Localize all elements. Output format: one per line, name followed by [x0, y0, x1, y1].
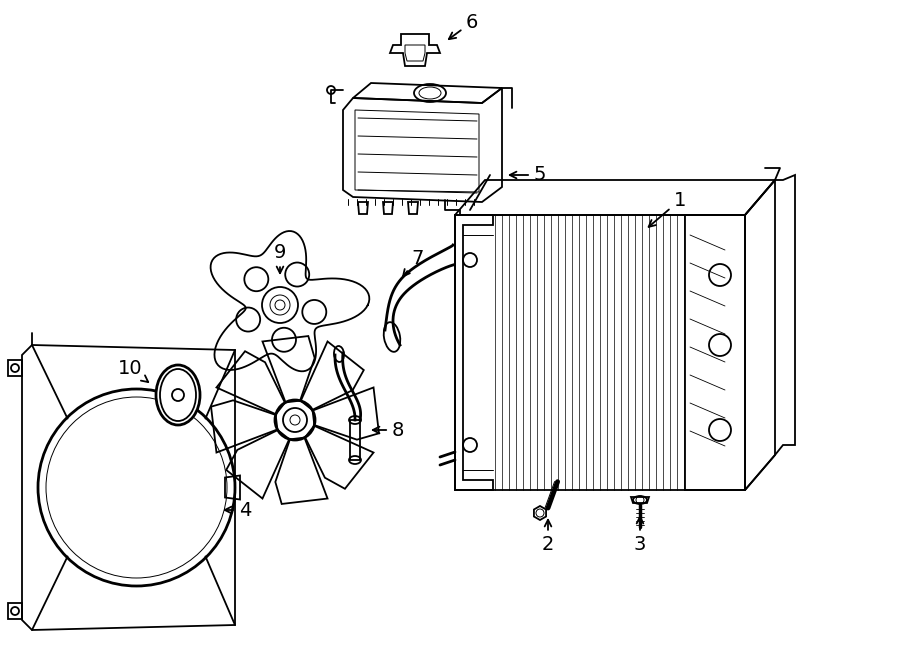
- Circle shape: [172, 389, 184, 401]
- Text: 3: 3: [634, 517, 646, 555]
- Text: 7: 7: [403, 249, 424, 276]
- Text: 9: 9: [274, 243, 286, 273]
- Text: 8: 8: [373, 420, 404, 440]
- Text: 2: 2: [542, 520, 554, 555]
- Ellipse shape: [156, 365, 200, 425]
- Text: 10: 10: [118, 358, 148, 382]
- Text: 5: 5: [509, 165, 546, 184]
- Text: 4: 4: [225, 500, 251, 520]
- Text: 1: 1: [649, 190, 686, 227]
- Text: 6: 6: [449, 13, 478, 39]
